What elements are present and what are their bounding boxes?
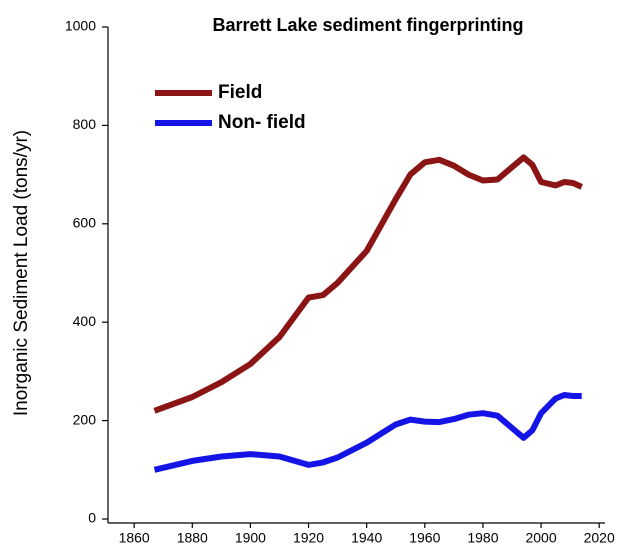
x-tick-label: 1960 [409,530,440,546]
y-tick-label: 0 [88,510,96,526]
x-tick-label: 1980 [467,530,498,546]
data-line [153,154,583,414]
x-tick-label: 2000 [525,530,556,546]
data-line [153,392,582,473]
x-tick-label: 1900 [235,530,266,546]
legend-label: Non- field [218,112,306,133]
y-axis-label: Inorganic Sediment Load (tons/yr) [11,130,32,416]
y-tick-label: 400 [73,313,97,329]
y-tick-label: 200 [73,411,97,427]
x-tick-label: 1920 [293,530,324,546]
y-tick-label: 800 [73,116,97,132]
chart-title: Barrett Lake sediment fingerprinting [212,15,523,35]
y-tick-label: 1000 [65,18,96,34]
x-tick-label: 1880 [177,530,208,546]
x-tick-label: 1860 [119,530,150,546]
y-tick-label: 600 [73,215,97,231]
legend-label: Field [218,82,262,103]
x-tick-label: 1940 [351,530,382,546]
x-tick-label: 2020 [584,530,615,546]
